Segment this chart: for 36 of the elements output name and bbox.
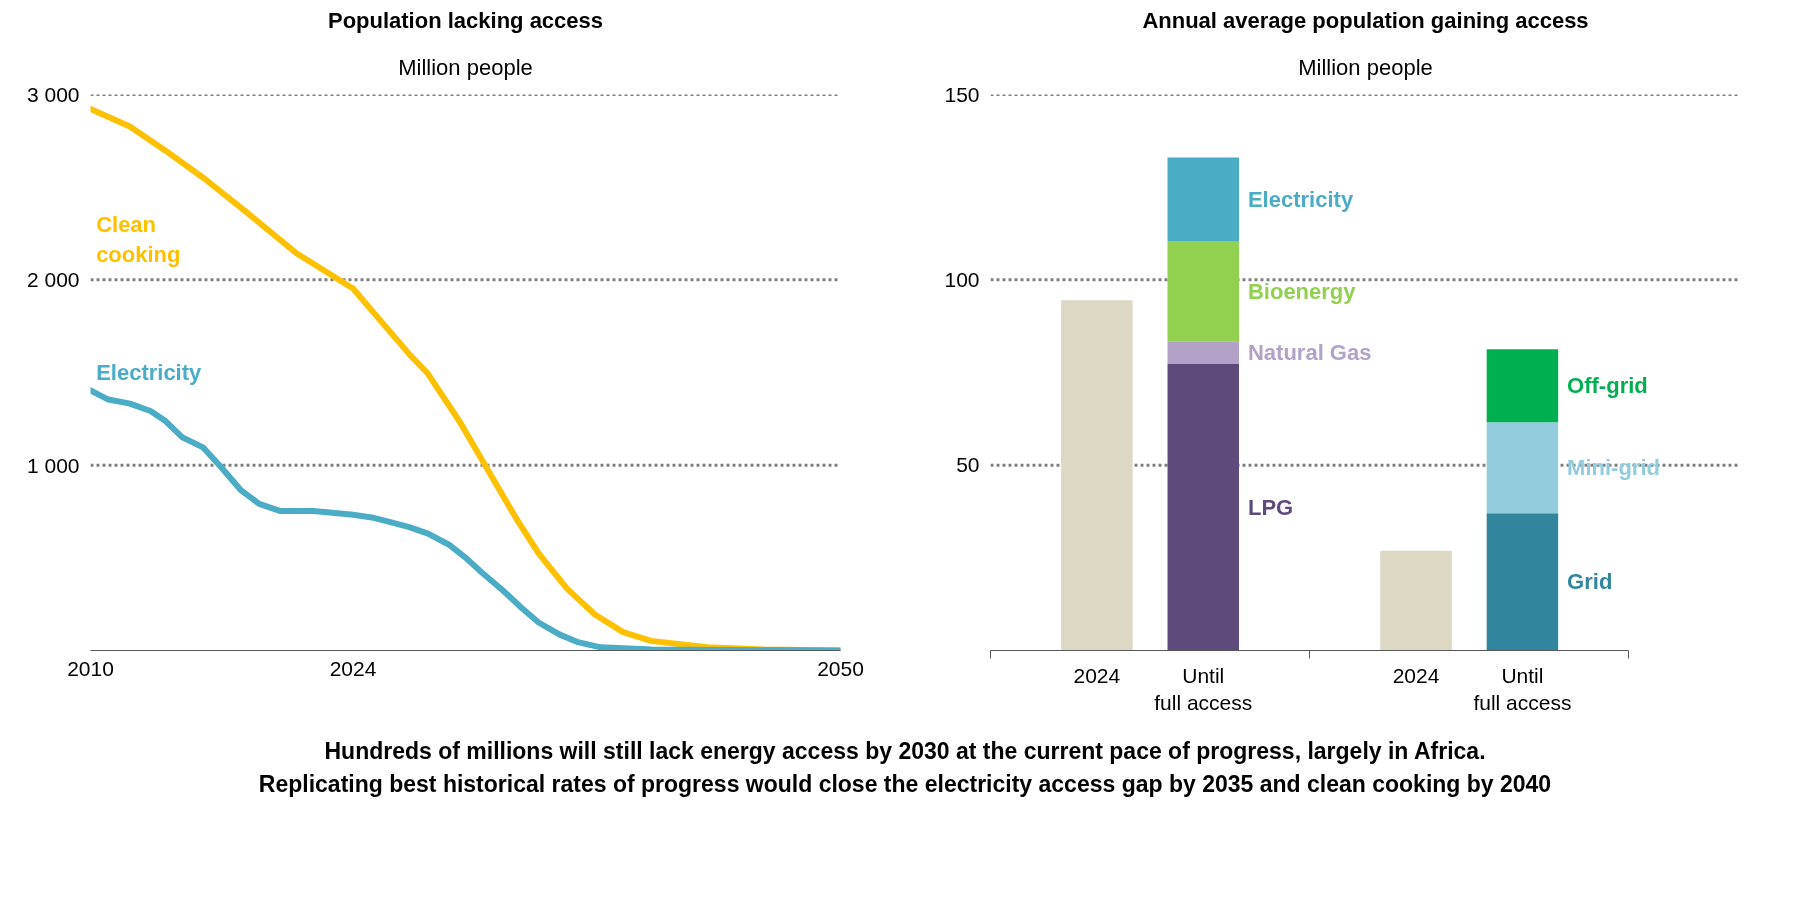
chart-subtitle: Million people — [1298, 54, 1433, 80]
bar — [1167, 240, 1240, 342]
x-tick-label: 2024 — [329, 656, 377, 680]
series-label: Clean cooking — [96, 211, 181, 267]
text: Hundreds of millions will still lack energy access by 2030 at the current pace of progress, largely in Africa. — [324, 738, 1486, 764]
series-label: Grid — [1567, 569, 1613, 595]
bar — [1167, 363, 1240, 651]
series-label: LPG — [1247, 494, 1294, 520]
series-label: Bioenergy — [1247, 278, 1357, 304]
y-tick-label: 100 — [944, 267, 980, 291]
x-tick-label: 2024 — [1392, 663, 1440, 687]
x-tick-label: 2024 — [1073, 663, 1121, 687]
series-label: Natural Gas — [1247, 340, 1372, 366]
chart-title: Annual average population gaining access — [1142, 7, 1589, 33]
bar — [1061, 300, 1133, 651]
bar — [1167, 341, 1240, 364]
series-label: Off-grid — [1567, 373, 1648, 399]
chart-title: Population lacking access — [327, 7, 604, 33]
bar — [1167, 157, 1240, 241]
chart-subtitle: Million people — [398, 54, 533, 80]
y-tick-label: 50 — [956, 453, 980, 477]
x-tick-label: Until full access — [1473, 663, 1572, 715]
bar — [1486, 349, 1559, 423]
y-tick-label: 1 000 — [26, 453, 80, 477]
bar — [1486, 513, 1559, 651]
x-tick-label: Until full access — [1154, 663, 1253, 715]
text: Replicating best historical rates of progress would close the electricity access gap by 2035 and clean cooking by 2040 — [258, 770, 1552, 797]
y-tick-label: 150 — [944, 82, 980, 106]
bar — [1486, 422, 1559, 514]
y-tick-label: 2 000 — [26, 268, 80, 292]
x-tick-label: 2010 — [67, 656, 114, 680]
bar — [1380, 550, 1452, 651]
series-label: Electricity — [1247, 186, 1354, 212]
y-tick-label: 3 000 — [26, 83, 80, 106]
x-tick-label: 2050 — [817, 656, 864, 680]
series-label: Electricity — [96, 360, 203, 385]
